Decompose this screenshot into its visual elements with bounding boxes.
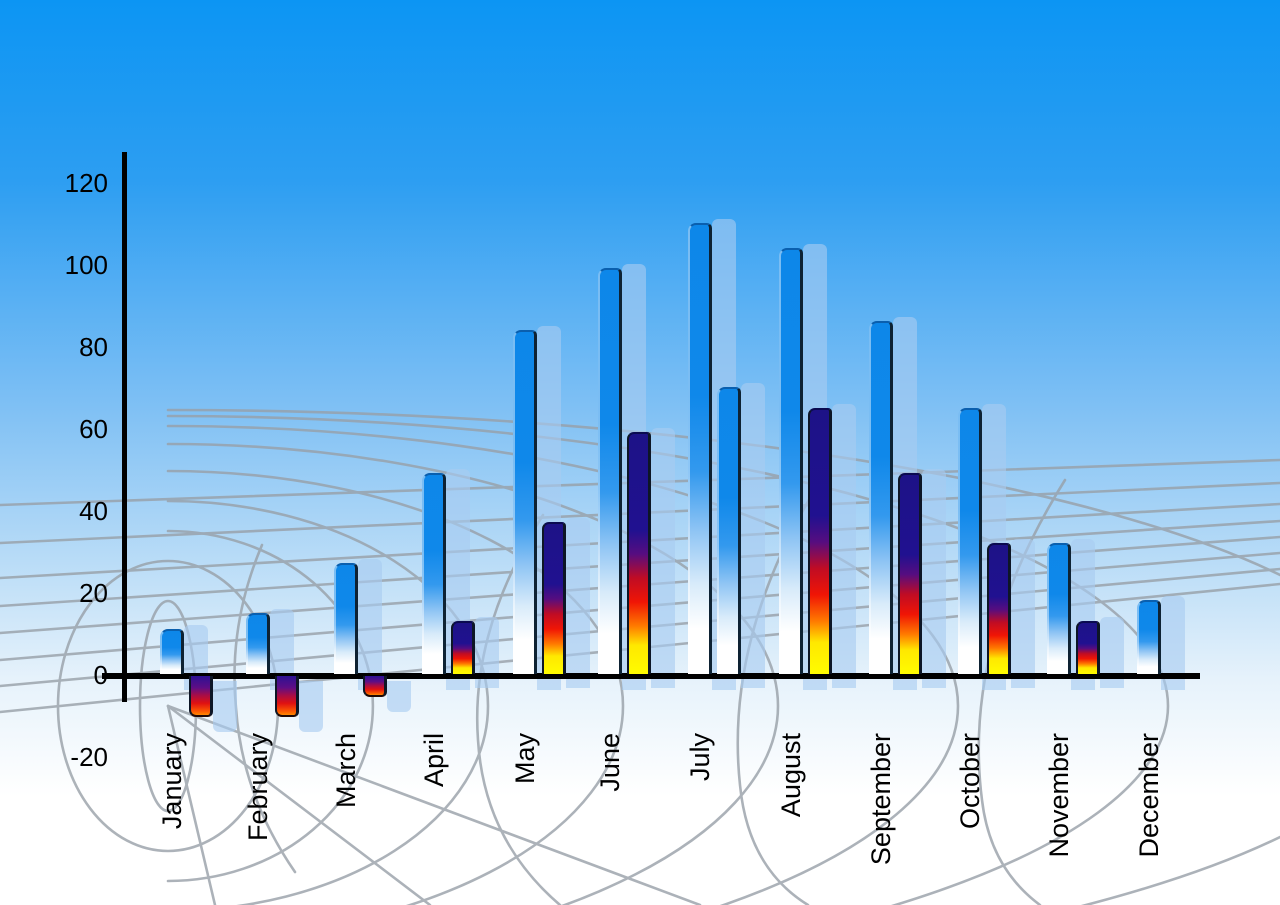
x-label-August: August — [776, 733, 806, 818]
x-label-March: March — [331, 733, 361, 809]
secondary-bar-June — [627, 432, 651, 674]
secondary-bar-October — [987, 542, 1011, 674]
bar-September — [869, 321, 893, 674]
y-tick-100: 100 — [64, 250, 108, 280]
x-label-May: May — [510, 733, 540, 785]
secondary-bar-May — [542, 522, 566, 674]
x-label-July: July — [685, 733, 715, 782]
x-label-December: December — [1134, 733, 1164, 858]
grid-ring — [166, 499, 490, 905]
grid-ring — [166, 469, 625, 905]
secondary-bar-shadow-July — [741, 383, 765, 688]
bar-October — [958, 407, 982, 674]
secondary-bar-July — [717, 387, 741, 674]
bar-shadow-March — [358, 559, 382, 690]
secondary-bar-shadow-October — [1011, 538, 1035, 688]
y-tick-80: 80 — [79, 332, 108, 362]
secondary-bar-shadow-February — [299, 681, 323, 732]
x-label-February: February — [243, 733, 273, 842]
secondary-bar-November — [1076, 620, 1100, 674]
secondary-bar-March — [363, 676, 387, 697]
secondary-bar-shadow-June — [651, 428, 675, 688]
y-tick-40: 40 — [79, 496, 108, 526]
grid-arc — [475, 513, 562, 905]
bar-November — [1047, 542, 1071, 674]
grid-spoke — [166, 704, 702, 905]
x-label-November: November — [1044, 733, 1074, 858]
secondary-bar-shadow-January — [213, 681, 237, 732]
secondary-bar-shadow-August — [832, 403, 856, 688]
x-label-January: January — [157, 733, 187, 830]
grid-ring — [166, 408, 1280, 905]
secondary-bar-shadow-September — [922, 469, 946, 688]
secondary-bar-shadow-March — [387, 681, 411, 712]
x-label-April: April — [419, 733, 449, 788]
bar-August — [779, 247, 803, 674]
secondary-bar-August — [808, 407, 832, 674]
bar-February — [246, 612, 270, 674]
x-label-September: September — [866, 733, 896, 866]
grid-ring — [166, 529, 375, 883]
bar-April — [422, 473, 446, 674]
secondary-bar-January — [189, 676, 213, 717]
x-label-October: October — [955, 733, 985, 830]
bar-July — [688, 223, 712, 674]
bar-March — [334, 563, 358, 674]
secondary-bar-shadow-May — [566, 518, 590, 688]
grid-spoke — [166, 704, 432, 905]
y-tick--20: -20 — [70, 742, 108, 772]
x-axis-line — [102, 673, 1200, 679]
y-tick-20: 20 — [79, 578, 108, 608]
secondary-bar-September — [898, 473, 922, 674]
y-tick-120: 120 — [64, 168, 108, 198]
y-tick-60: 60 — [79, 414, 108, 444]
grid-arc — [736, 496, 812, 905]
y-axis-line — [122, 152, 127, 702]
x-label-June: June — [595, 733, 625, 792]
secondary-bar-April — [451, 620, 475, 674]
bar-January — [160, 628, 184, 674]
bar-December — [1137, 600, 1161, 674]
y-tick-0: 0 — [93, 660, 108, 690]
bar-May — [513, 329, 537, 674]
bar-June — [598, 268, 622, 674]
secondary-bar-February — [275, 676, 299, 717]
grid-spoke — [166, 704, 217, 905]
